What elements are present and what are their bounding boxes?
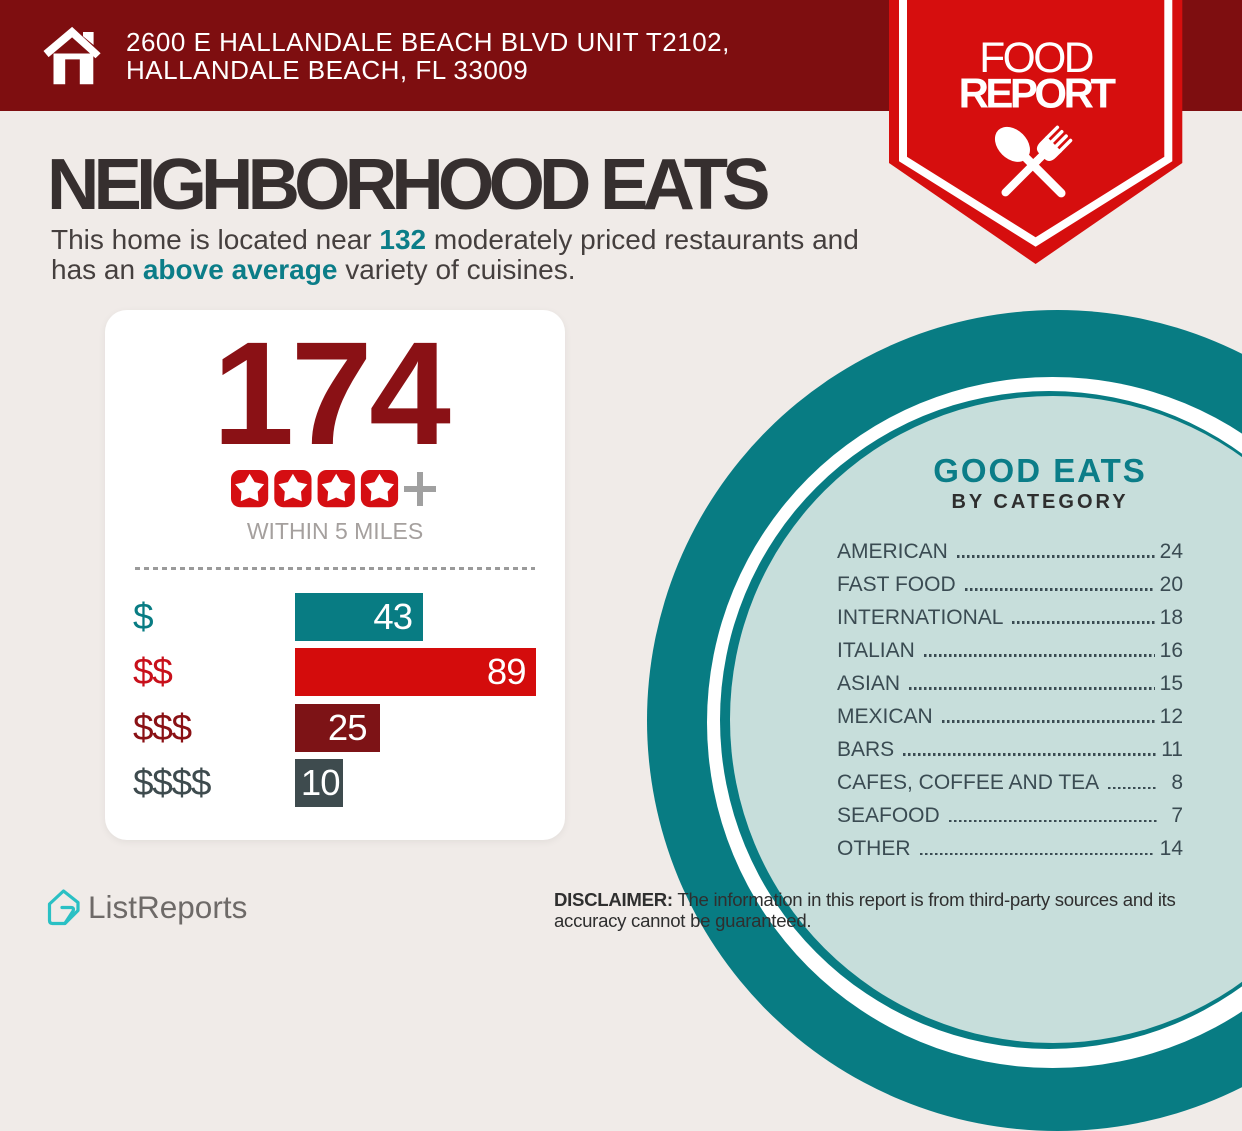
svg-text:REPORT: REPORT xyxy=(959,70,1117,117)
svg-text:FOOD: FOOD xyxy=(979,35,1093,82)
